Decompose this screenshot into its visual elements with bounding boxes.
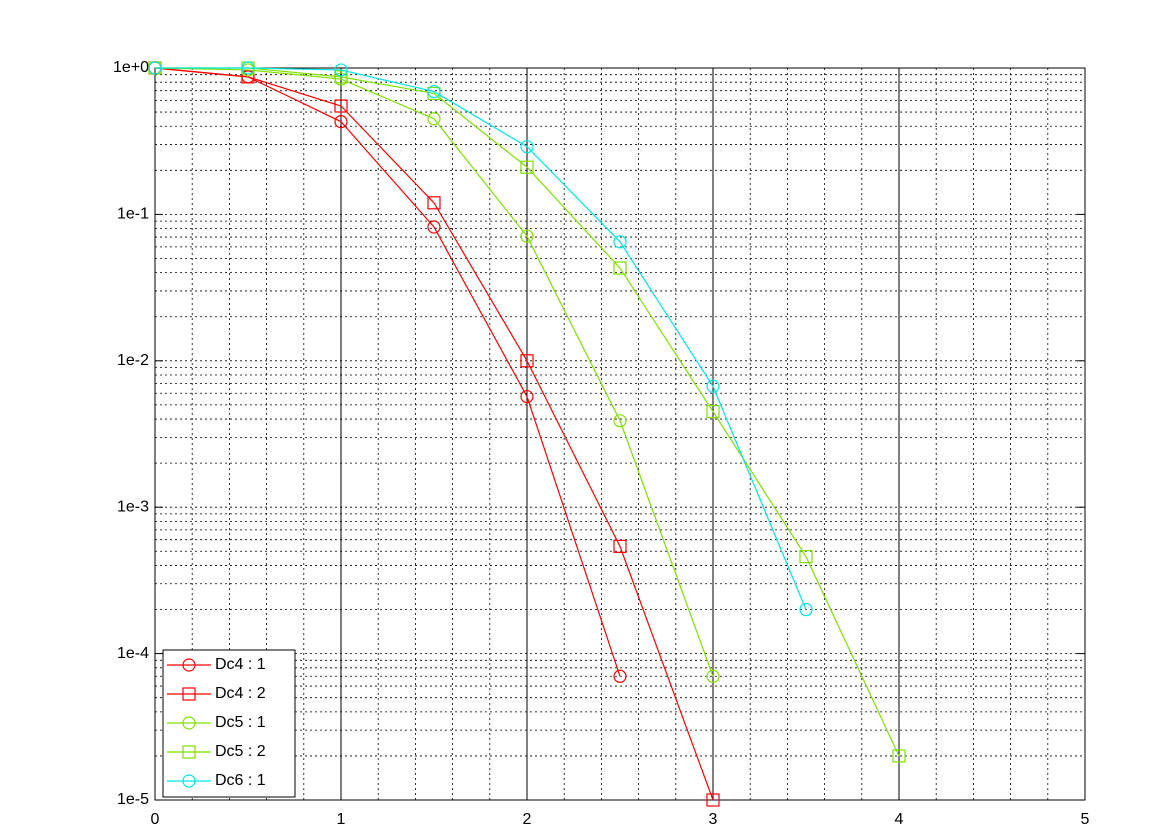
y-tick-label: 1e-2 — [117, 352, 149, 369]
y-tick-label: 1e-4 — [117, 645, 149, 662]
series-line — [154, 67, 714, 801]
legend-marker — [182, 774, 196, 788]
legend-label: Dc6 : 1 — [215, 772, 266, 789]
data-point — [148, 61, 162, 75]
data-point — [427, 84, 441, 99]
data-point — [334, 70, 348, 84]
series-line — [155, 67, 807, 610]
data-point — [520, 160, 534, 174]
legend-marker — [182, 658, 196, 672]
plot-frame — [154, 67, 1086, 801]
x-tick-label: 4 — [895, 811, 904, 828]
data-point — [427, 196, 441, 210]
data-point — [613, 261, 627, 275]
data-point — [241, 70, 255, 84]
data-point — [334, 99, 348, 113]
data-point — [613, 669, 627, 683]
data-point — [241, 61, 255, 75]
x-tick-label: 2 — [523, 811, 532, 828]
data-point — [799, 549, 813, 564]
data-point — [799, 602, 813, 617]
data-point — [334, 115, 348, 129]
legend-label: Dc5 : 1 — [215, 714, 266, 731]
y-tick-label: 1e+0 — [113, 59, 149, 76]
data-point — [706, 669, 720, 683]
legend-marker — [182, 716, 196, 730]
data-point — [613, 539, 627, 553]
y-tick-label: 1e-5 — [117, 791, 149, 808]
legend-label: Dc5 : 2 — [215, 743, 266, 760]
x-tick-label: 5 — [1081, 811, 1090, 828]
legend-marker — [182, 745, 196, 759]
x-tick-label: 1 — [337, 811, 346, 828]
series-line — [155, 67, 900, 757]
data-point — [520, 229, 534, 243]
data-point — [427, 220, 441, 234]
data-point — [613, 414, 627, 428]
legend-label: Dc4 : 2 — [215, 685, 266, 702]
data-point — [706, 404, 720, 419]
series-line — [154, 67, 714, 677]
legend: Dc4 : 1 Dc4 : 2 Dc5 : 1 Dc5 : 2 Dc6 : 1 — [162, 649, 296, 798]
data-point — [892, 749, 906, 763]
data-point — [520, 140, 534, 154]
x-tick-label: 3 — [709, 811, 718, 828]
data-point — [706, 379, 720, 393]
data-point — [520, 389, 534, 404]
x-tick-label: 0 — [151, 811, 160, 828]
legend-marker — [182, 687, 196, 701]
legend-label: Dc4 : 1 — [215, 656, 266, 673]
data-point — [334, 63, 348, 77]
data-point — [520, 354, 534, 368]
data-point — [427, 112, 441, 126]
data-point — [613, 235, 627, 249]
y-tick-label: 1e-1 — [117, 206, 149, 223]
y-tick-label: 1e-3 — [117, 498, 149, 515]
data-point — [706, 793, 720, 807]
